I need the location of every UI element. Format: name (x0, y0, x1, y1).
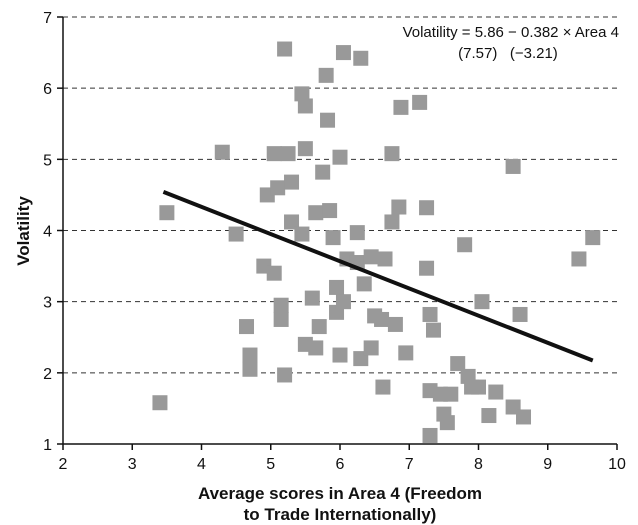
data-point (294, 226, 310, 242)
data-points (152, 41, 601, 443)
data-point (422, 427, 438, 443)
data-point (443, 386, 459, 402)
x-axis-label-line-2: to Trade Internationally) (244, 505, 437, 524)
data-point (308, 340, 324, 356)
y-tick-label: 4 (43, 224, 52, 241)
data-point (387, 316, 403, 332)
data-point (457, 237, 473, 253)
x-tick-label: 7 (405, 456, 414, 473)
data-point (571, 251, 587, 267)
x-tick-label: 10 (608, 456, 626, 473)
data-point (450, 356, 466, 372)
x-tick-labels: 2 3 4 5 6 7 8 9 10 (59, 456, 626, 473)
x-tick-label: 6 (336, 456, 345, 473)
data-point (439, 415, 455, 431)
data-point (471, 379, 486, 395)
data-point (332, 347, 348, 363)
x-tick-label: 9 (543, 456, 552, 473)
equation-line-2: (7.57) (−3.21) (458, 45, 558, 62)
x-tick-label: 2 (59, 456, 68, 473)
data-point (375, 379, 391, 395)
data-point (294, 86, 310, 102)
data-point (488, 384, 504, 400)
data-point (335, 45, 351, 61)
data-point (393, 99, 409, 115)
data-point (297, 98, 313, 114)
y-tick-labels: 1 2 3 4 5 6 7 (43, 10, 52, 454)
x-tick-label: 4 (197, 456, 206, 473)
regression-line (162, 190, 594, 363)
data-point (273, 311, 289, 327)
data-point (481, 408, 497, 424)
y-tick-label: 2 (43, 366, 52, 383)
y-tick-label: 7 (43, 10, 52, 27)
data-point (356, 276, 372, 292)
equation-line-1: Volatility = 5.86 − 0.382 × Area 4 (403, 24, 619, 41)
data-point (284, 174, 300, 190)
grid-lines (63, 16, 617, 374)
data-point (308, 205, 324, 221)
data-point (377, 251, 393, 267)
data-point (270, 180, 286, 196)
data-point (335, 294, 351, 310)
data-point (239, 319, 255, 335)
data-point (398, 345, 414, 361)
y-tick-label: 5 (43, 152, 52, 169)
data-point (512, 306, 528, 322)
y-tick-label: 6 (43, 81, 52, 98)
data-point (266, 146, 282, 162)
data-point (325, 230, 341, 246)
data-point (277, 41, 293, 57)
x-tick-label: 3 (128, 456, 137, 473)
data-point (474, 294, 490, 310)
data-point (412, 94, 428, 110)
data-point (329, 279, 345, 295)
data-point (214, 144, 230, 160)
data-point (304, 290, 320, 306)
data-point (384, 214, 400, 230)
data-point (159, 205, 175, 221)
x-tick-label: 5 (266, 456, 275, 473)
data-point (422, 306, 438, 322)
data-point (353, 50, 369, 66)
y-tick-label: 1 (43, 437, 52, 454)
x-axis-label-line-1: Average scores in Area 4 (Freedom (198, 484, 482, 503)
data-point (280, 146, 296, 162)
x-tick-label: 8 (474, 456, 483, 473)
axes (57, 16, 618, 450)
data-point (384, 146, 400, 162)
data-point (228, 226, 244, 242)
data-point (242, 361, 258, 377)
data-point (320, 112, 336, 128)
data-point (315, 164, 331, 180)
data-point (332, 149, 348, 165)
data-point (374, 311, 390, 327)
data-point (273, 297, 289, 313)
data-point (322, 203, 338, 219)
y-axis-label: Volatility (14, 196, 33, 266)
data-point (297, 141, 313, 157)
data-point (363, 249, 379, 265)
y-tick-label: 3 (43, 295, 52, 312)
data-point (242, 347, 258, 363)
data-point (419, 200, 435, 216)
data-point (266, 265, 282, 281)
data-point (516, 409, 532, 425)
data-point (505, 158, 521, 174)
data-point (284, 214, 300, 230)
data-point (318, 67, 334, 83)
data-point (585, 230, 601, 246)
data-point (425, 322, 441, 338)
data-point (391, 199, 407, 215)
data-point (349, 225, 365, 241)
data-point (419, 260, 435, 276)
data-point (311, 319, 327, 335)
data-point (152, 395, 168, 411)
data-point (363, 340, 379, 356)
data-point (277, 367, 293, 383)
